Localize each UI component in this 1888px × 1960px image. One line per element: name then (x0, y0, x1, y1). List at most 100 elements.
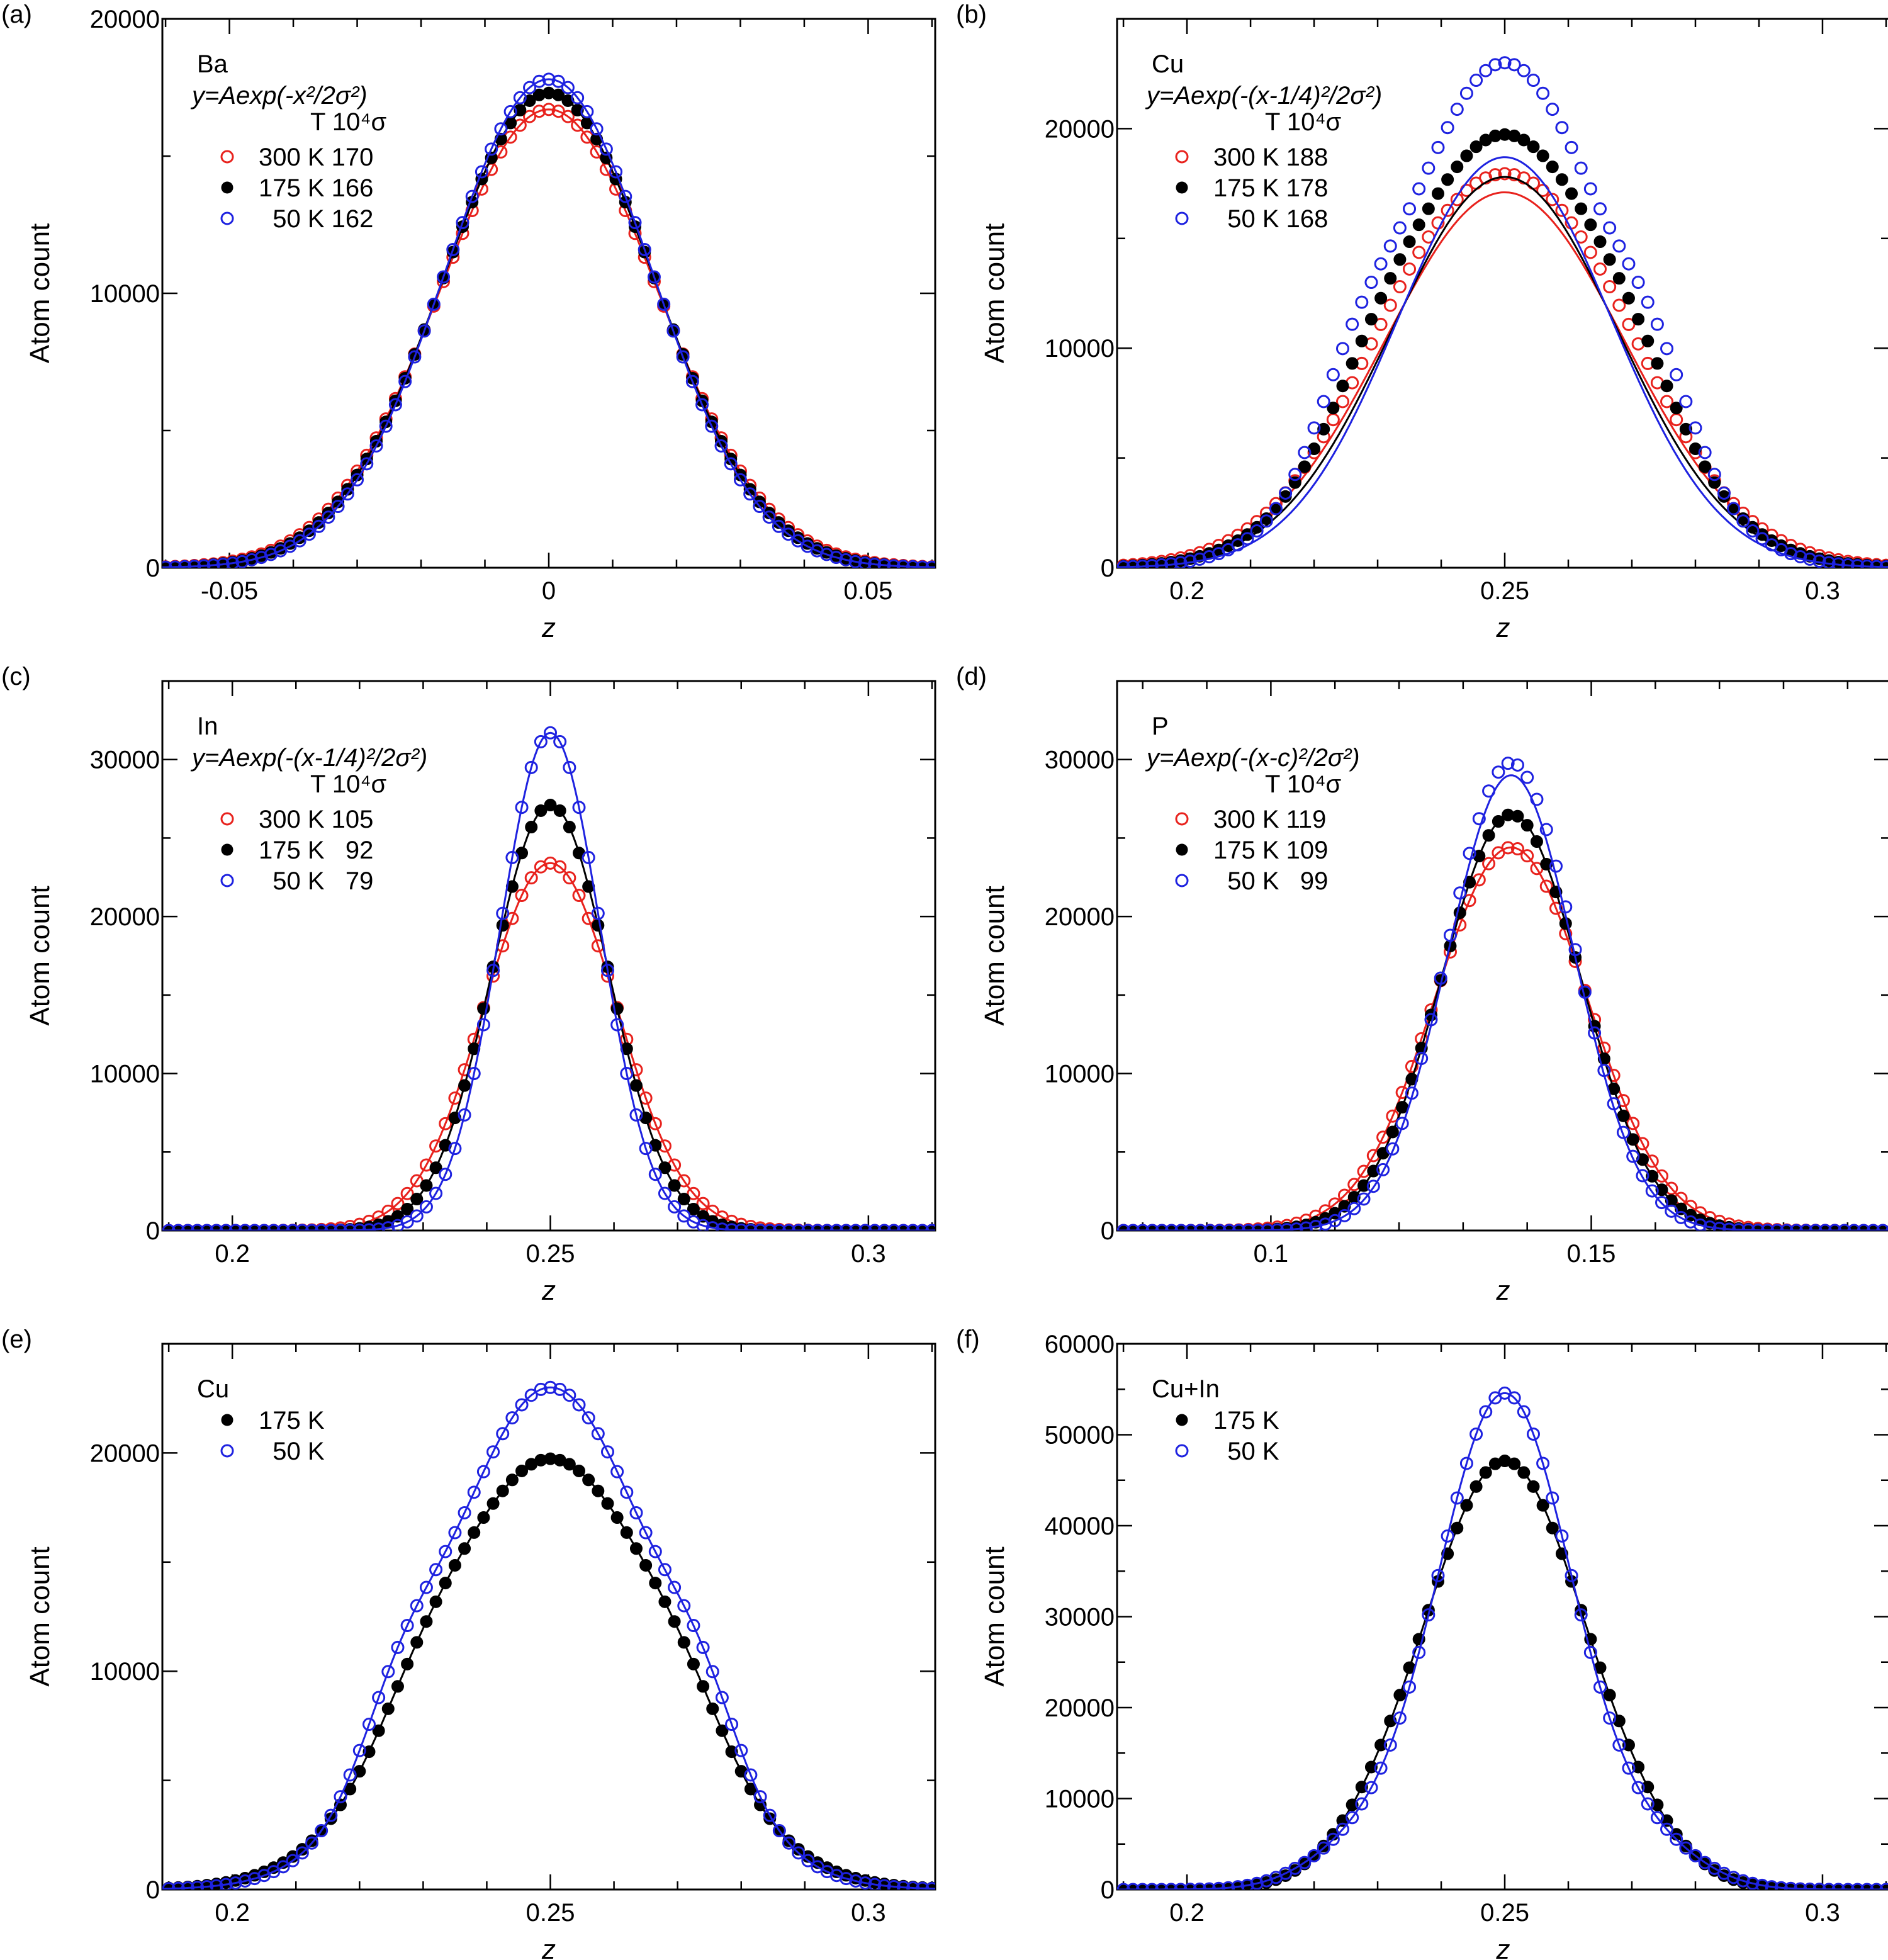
y-tick-label: 0 (1101, 1217, 1115, 1245)
data-point (820, 1224, 834, 1231)
data-point (1530, 792, 1544, 806)
chart-panel-1: 0 10000 20000 0.2 0.25 0.3 z Atom count (b) Cu y=A… (956, 1, 1888, 643)
data-point (1415, 1052, 1429, 1066)
data-point (1612, 272, 1626, 285)
data-point (1536, 86, 1550, 100)
data-point (1412, 245, 1426, 259)
data-point (553, 735, 567, 748)
data-point (439, 1545, 452, 1558)
legend-marker (1175, 1444, 1189, 1458)
y-tick-label: 50000 (1045, 1422, 1115, 1450)
data-point (687, 1186, 700, 1200)
data-point (1527, 140, 1540, 154)
data-point (1405, 1059, 1419, 1073)
data-point (1403, 235, 1416, 248)
data-point (658, 1161, 671, 1174)
data-point (410, 1209, 424, 1223)
data-point (763, 1808, 777, 1822)
data-point (1355, 334, 1368, 347)
data-point (1736, 514, 1750, 528)
x-tick-label: -0.05 (201, 577, 258, 605)
legend: Cu+In 175 K 50 K (1152, 1375, 1279, 1465)
data-point (1689, 1849, 1702, 1862)
legend-label: 175 K 109 (1213, 836, 1328, 864)
y-tick-label: 20000 (1045, 115, 1115, 143)
legend-formula: y=Aexp(-(x-1/4)²/2σ²) (190, 744, 427, 772)
data-point (648, 1168, 662, 1181)
data-point (1364, 313, 1378, 326)
data-point (162, 560, 172, 568)
data-point (1383, 1738, 1397, 1752)
data-point (496, 1427, 510, 1441)
data-point (1746, 521, 1759, 534)
data-point (1575, 202, 1588, 215)
data-point (1155, 1224, 1169, 1231)
data-point (1145, 1883, 1159, 1890)
data-point (1641, 295, 1655, 309)
data-point (296, 1843, 309, 1856)
x-axis-title: z (541, 1275, 556, 1306)
data-point (1670, 402, 1683, 415)
data-point (1593, 235, 1607, 248)
data-point (1698, 446, 1712, 459)
data-point (372, 1691, 386, 1704)
data-point (772, 519, 785, 533)
data-point (1469, 140, 1483, 154)
data-point (829, 1224, 843, 1231)
data-point (1441, 173, 1454, 186)
data-point (753, 495, 766, 509)
x-tick-label: 0.3 (1805, 577, 1840, 605)
x-tick-label: 0.15 (1567, 1240, 1616, 1268)
data-point (1422, 202, 1435, 215)
data-point (1508, 1457, 1521, 1470)
data-point (1355, 1781, 1368, 1794)
data-point (1612, 1738, 1626, 1752)
y-tick-label: 0 (146, 555, 160, 582)
data-point (1546, 1521, 1559, 1535)
data-point (505, 1411, 519, 1425)
legend-label: 300 K 170 (259, 144, 373, 171)
y-tick-label: 30000 (1045, 1604, 1115, 1631)
data-point (620, 1067, 634, 1081)
data-point (1450, 103, 1464, 116)
legend: Py=Aexp(-(x-c)²/2σ²)T 10⁴σ 300 K 119 175 K… (1145, 712, 1360, 895)
data-point (1307, 1849, 1321, 1862)
data-point (744, 1768, 758, 1782)
data-point (677, 1599, 691, 1613)
data-point (305, 1836, 319, 1850)
x-tick-label: 0.3 (851, 1899, 886, 1927)
data-point (590, 122, 604, 136)
x-tick-label: 0.25 (1480, 577, 1529, 605)
data-point (1431, 187, 1444, 200)
data-point (1174, 1883, 1188, 1890)
data-point (515, 889, 529, 903)
data-point (849, 1874, 863, 1888)
data-point (629, 1108, 643, 1122)
data-point (1307, 421, 1321, 435)
data-point (1622, 1738, 1635, 1752)
data-point (200, 1224, 214, 1231)
data-point (1622, 257, 1636, 271)
data-point (705, 1665, 719, 1679)
legend-label: 175 K 178 (1213, 174, 1328, 202)
data-point (1259, 514, 1273, 528)
data-point (439, 1168, 452, 1181)
data-point (1395, 1117, 1409, 1130)
data-point (1574, 1608, 1588, 1622)
data-point (381, 1665, 395, 1679)
series-50-k (162, 726, 935, 1231)
data-point (1261, 1224, 1274, 1231)
data-point (168, 560, 182, 568)
data-point (515, 801, 529, 814)
data-point (1565, 140, 1578, 154)
data-point (448, 1526, 462, 1540)
data-point (162, 1224, 176, 1231)
data-point (1355, 1797, 1369, 1811)
data-point (1622, 317, 1636, 331)
data-point (1346, 317, 1359, 331)
data-point (1546, 1491, 1559, 1505)
data-point (763, 506, 776, 519)
data-point (1412, 218, 1425, 232)
data-point (1309, 1220, 1323, 1231)
data-point (1517, 64, 1531, 77)
